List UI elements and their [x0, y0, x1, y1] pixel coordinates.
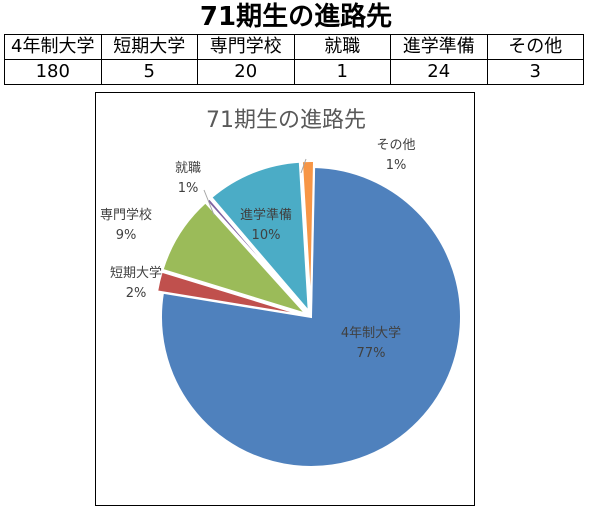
pie-chart: 71期生の進路先 4年制大学 77% 短期大学 2% 専門学校 9% 就職 1% 進学準備 10%… [100, 108, 462, 468]
table-value-cell: 1 [293, 59, 391, 85]
table-value-cell: 24 [390, 59, 488, 85]
slice-percent-label: 1% [386, 158, 407, 173]
pie-slice-短期大学 [155, 270, 306, 317]
page-title: 71期生の進路先 [199, 2, 393, 32]
slice-category-label: 短期大学 [110, 265, 162, 281]
table-header-cell: 4年制大学 [4, 34, 102, 60]
table-header-cell: 専門学校 [197, 34, 295, 60]
slice-category-label: 専門学校 [100, 207, 152, 223]
table-value-cell: 180 [4, 59, 102, 85]
table-header-cell: その他 [486, 34, 584, 60]
slice-percent-label: 1% [178, 181, 199, 196]
slice-category-label: 4年制大学 [341, 325, 401, 341]
table-header-cell: 就職 [293, 34, 391, 60]
table-value-cell: 5 [100, 59, 198, 85]
table-value-cell: 3 [486, 59, 584, 85]
leader-line [300, 158, 307, 174]
slice-percent-label: 9% [116, 228, 137, 243]
slice-category-label: 進学準備 [240, 207, 292, 223]
leader-line [203, 189, 215, 216]
summary-table: 4年制大学 短期大学 専門学校 就職 進学準備 その他 180 5 20 1 2… [4, 34, 584, 85]
table-value-cell: 20 [197, 59, 295, 85]
pie-slice-その他 [300, 160, 316, 312]
chart-area: 71期生の進路先 4年制大学 77% 短期大学 2% 専門学校 9% 就職 1% 進学準備 10%… [95, 92, 475, 506]
pie-slice-4年制大学 [160, 166, 462, 468]
chart-title: 71期生の進路先 [206, 108, 366, 133]
slice-percent-label: 10% [252, 228, 281, 243]
pie-slice-専門学校 [161, 201, 310, 316]
slice-percent-label: 77% [357, 346, 386, 361]
slice-percent-label: 2% [126, 286, 147, 301]
table-header-row: 4年制大学 短期大学 専門学校 就職 進学準備 その他 [4, 34, 584, 60]
table-header-cell: 短期大学 [100, 34, 198, 60]
slice-category-label: 就職 [175, 161, 201, 176]
table-header-cell: 進学準備 [390, 34, 488, 60]
table-value-row: 180 5 20 1 24 3 [4, 59, 584, 85]
pie-slice-進学準備 [209, 160, 310, 315]
slice-category-label: その他 [376, 138, 415, 153]
